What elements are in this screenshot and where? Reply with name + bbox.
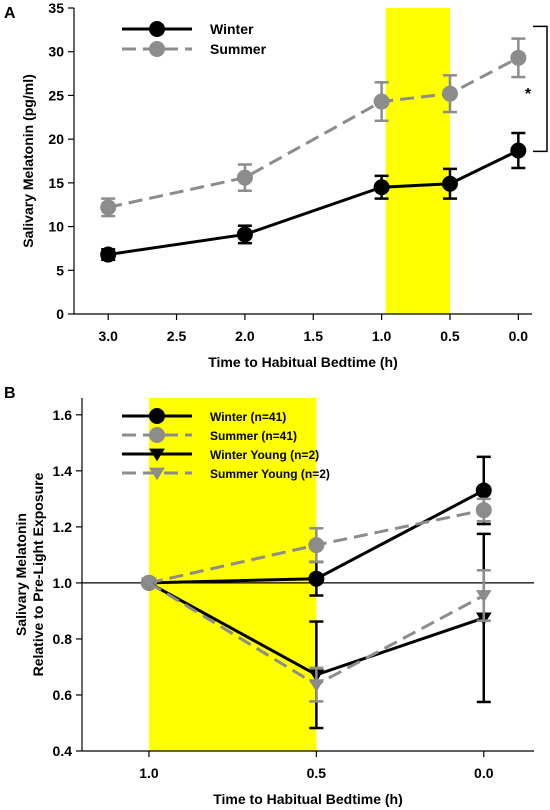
- series-summer-n-41-point: [475, 502, 492, 519]
- panel-a: A 0 5 10 15 20 25 30 35 3.0 2.5 2.0 1.5 1.0 0.5 0.0 Tim…: [4, 0, 548, 370]
- panel-b: B 0.4 0.6 0.8 1.0 1.2 1.4 1.6 1.0 0.5 0.0 Time to …: [4, 385, 534, 807]
- y-tick-label: 0: [56, 306, 64, 322]
- legend-summer-n-41-marker: [149, 427, 165, 443]
- series-winter-point: [441, 175, 458, 192]
- series-summer-point: [373, 93, 390, 110]
- series-summer-point: [236, 169, 253, 186]
- y-tick-label: 0.4: [53, 743, 73, 759]
- legend-summer-marker: [149, 41, 165, 57]
- legend-summer-label: Summer: [210, 41, 267, 57]
- x-tick-label: 3.0: [98, 328, 118, 344]
- legend-winter-n-41-label: Winter (n=41): [210, 410, 286, 424]
- y-tick-label: 1.0: [53, 575, 73, 591]
- significance-bracket: [533, 25, 548, 153]
- y-tick-label: 0.8: [53, 631, 73, 647]
- series-winter-line: [107, 149, 519, 257]
- series-summer-young-n-2-point: [141, 577, 157, 591]
- x-tick-label: 1.0: [139, 765, 159, 781]
- y-tick-label: 5: [56, 262, 64, 278]
- legend-winter-marker: [149, 21, 165, 37]
- y-tick-label: 1.6: [53, 407, 73, 423]
- y-axis-label: Salivary Melatonin: [13, 513, 29, 636]
- x-tick-label: 0.0: [509, 328, 529, 344]
- x-tick-label: 0.5: [307, 765, 327, 781]
- y-tick-label: 30: [48, 44, 64, 60]
- legend-summer-n-41-label: Summer (n=41): [210, 429, 297, 443]
- legend-summer-young-n-2-marker: [149, 467, 165, 481]
- significance-marker: *: [525, 86, 532, 103]
- legend-winter-n-41-marker: [149, 408, 165, 424]
- x-tick-label: 1.5: [304, 328, 324, 344]
- y-axis-label: Salivary Melatonin (pg/ml): [20, 74, 36, 247]
- series-winter-n-41-point: [475, 482, 492, 499]
- x-axis-label: Time to Habitual Bedtime (h): [213, 791, 403, 807]
- y-tick-label: 0.6: [53, 687, 73, 703]
- y-tick-label: 35: [48, 0, 64, 16]
- highlight-band: [148, 398, 317, 751]
- panel-a-label: A: [4, 5, 16, 22]
- y-tick-label: 20: [48, 131, 64, 147]
- x-tick-label: 0.5: [440, 328, 460, 344]
- series-summer-point: [510, 49, 527, 66]
- series-winter-n-41-point: [308, 570, 325, 587]
- legend-winter-label: Winter: [210, 21, 254, 37]
- series-summer-young-n-2-point: [308, 679, 325, 692]
- legend-winter-young-n-2-marker: [149, 448, 165, 462]
- panel-b-label: B: [4, 385, 16, 402]
- series-summer-point: [100, 199, 117, 216]
- x-axis-label: Time to Habitual Bedtime (h): [208, 354, 398, 370]
- series-winter-point: [236, 226, 253, 243]
- series-winter-point: [510, 142, 527, 159]
- y-tick-label: 1.4: [53, 463, 73, 479]
- x-tick-label: 2.5: [167, 328, 187, 344]
- series-summer-point: [441, 85, 458, 102]
- y-tick-label: 25: [48, 87, 64, 103]
- x-tick-label: 0.0: [474, 765, 494, 781]
- y-tick-label: 15: [48, 175, 64, 191]
- x-tick-label: 1.0: [372, 328, 392, 344]
- x-tick-label: 2.0: [235, 328, 255, 344]
- y-axis-label: Relative to Pre-Light Exposure: [30, 472, 46, 676]
- legend-winter-young-n-2-label: Winter Young (n=2): [210, 448, 319, 462]
- series-summer-n-41-point: [308, 537, 325, 554]
- y-tick-label: 10: [48, 219, 64, 235]
- highlight-band: [385, 8, 450, 314]
- series-winter-point: [100, 246, 117, 263]
- legend-summer-young-n-2-label: Summer Young (n=2): [210, 467, 330, 481]
- series-summer-young-n-2-point: [475, 590, 492, 603]
- series-winter-point: [373, 179, 390, 196]
- y-tick-label: 1.2: [53, 519, 73, 535]
